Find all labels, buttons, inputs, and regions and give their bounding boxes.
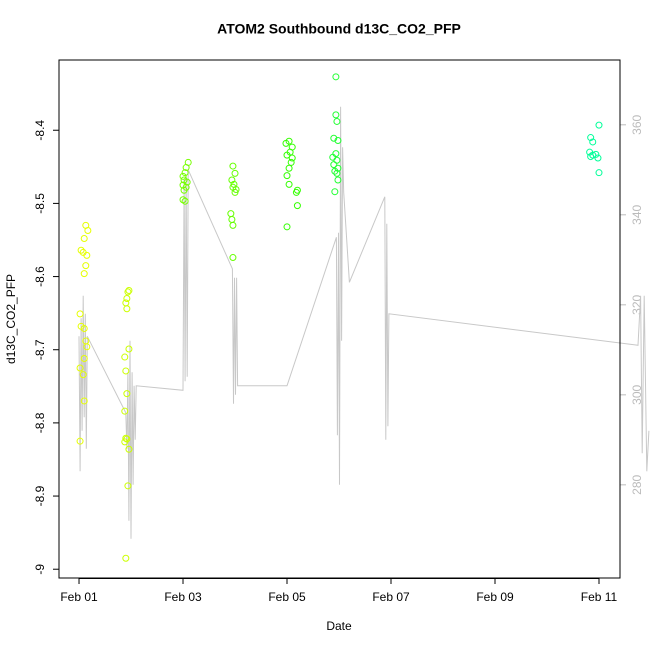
point — [123, 390, 131, 398]
point — [229, 162, 237, 170]
y-tick-label: -8.9 — [33, 485, 47, 506]
y2-tick-label: 300 — [630, 385, 644, 405]
point — [334, 176, 342, 184]
x-axis-label: Date — [326, 619, 352, 633]
point — [229, 254, 237, 262]
point — [333, 117, 341, 125]
point — [332, 111, 340, 119]
point — [80, 270, 88, 278]
point — [331, 167, 339, 175]
point — [587, 134, 595, 142]
point — [76, 437, 84, 445]
x-tick-label: Feb 03 — [164, 590, 202, 604]
y-tick-label: -8.4 — [33, 120, 47, 141]
point — [595, 121, 603, 129]
point — [76, 364, 84, 372]
y-tick-label: -8.8 — [33, 412, 47, 433]
point — [334, 136, 342, 144]
point — [125, 345, 133, 353]
point — [80, 235, 88, 243]
point — [292, 188, 300, 196]
point — [282, 139, 290, 147]
y2-tick-label: 360 — [630, 114, 644, 134]
point — [123, 295, 131, 303]
point — [594, 154, 602, 162]
point — [122, 434, 130, 442]
point — [293, 202, 301, 210]
point — [231, 188, 239, 196]
x-tick-label: Feb 05 — [268, 590, 306, 604]
point — [80, 325, 88, 333]
point — [333, 169, 341, 177]
x-tick-label: Feb 11 — [581, 590, 618, 604]
point — [595, 169, 603, 177]
point — [589, 151, 597, 159]
point — [79, 371, 87, 379]
point — [283, 172, 291, 180]
point — [121, 353, 129, 361]
point — [288, 154, 296, 162]
point — [179, 172, 187, 180]
point — [124, 482, 132, 490]
point — [179, 196, 187, 204]
point — [181, 197, 189, 205]
point — [229, 221, 237, 229]
y2-tick-label: 340 — [630, 204, 644, 224]
y-tick-label: -8.7 — [33, 339, 47, 360]
x-tick-label: Feb 01 — [60, 590, 98, 604]
point — [122, 554, 130, 562]
point — [228, 176, 236, 184]
point — [231, 169, 239, 177]
y-tick-label: -8.5 — [33, 193, 47, 214]
point — [182, 164, 190, 172]
point — [83, 251, 91, 259]
point — [232, 186, 240, 193]
x-tick-label: Feb 07 — [372, 590, 410, 604]
point — [83, 343, 91, 351]
y-tick-label: -9 — [33, 564, 47, 575]
y-tick-label: -8.6 — [33, 266, 47, 287]
point — [330, 134, 338, 142]
point — [285, 180, 293, 188]
point — [125, 445, 133, 453]
point — [330, 161, 338, 169]
y2-tick-label: 320 — [630, 294, 644, 314]
point — [121, 407, 129, 415]
point — [76, 310, 84, 318]
point — [77, 246, 85, 254]
point — [587, 153, 595, 161]
point — [287, 158, 295, 166]
point — [332, 73, 340, 81]
point — [124, 288, 132, 296]
point — [80, 355, 88, 363]
point — [283, 223, 291, 231]
point — [84, 226, 92, 234]
point — [283, 151, 291, 159]
point — [123, 305, 131, 313]
plot-frame — [58, 59, 621, 579]
point — [331, 188, 339, 196]
point — [181, 169, 189, 177]
line-series — [78, 106, 650, 539]
point — [82, 262, 90, 270]
x-tick-label: Feb 09 — [476, 590, 514, 604]
point — [80, 397, 88, 405]
point — [589, 138, 597, 146]
chart-title: ATOM2 Southbound d13C_CO2_PFP — [217, 21, 461, 37]
point — [180, 186, 188, 194]
point — [122, 367, 130, 375]
y-axis-label: d13C_CO2_PFP — [4, 274, 18, 364]
point — [125, 286, 133, 294]
point — [285, 164, 293, 172]
y2-tick-label: 280 — [630, 475, 644, 495]
point — [121, 438, 129, 446]
